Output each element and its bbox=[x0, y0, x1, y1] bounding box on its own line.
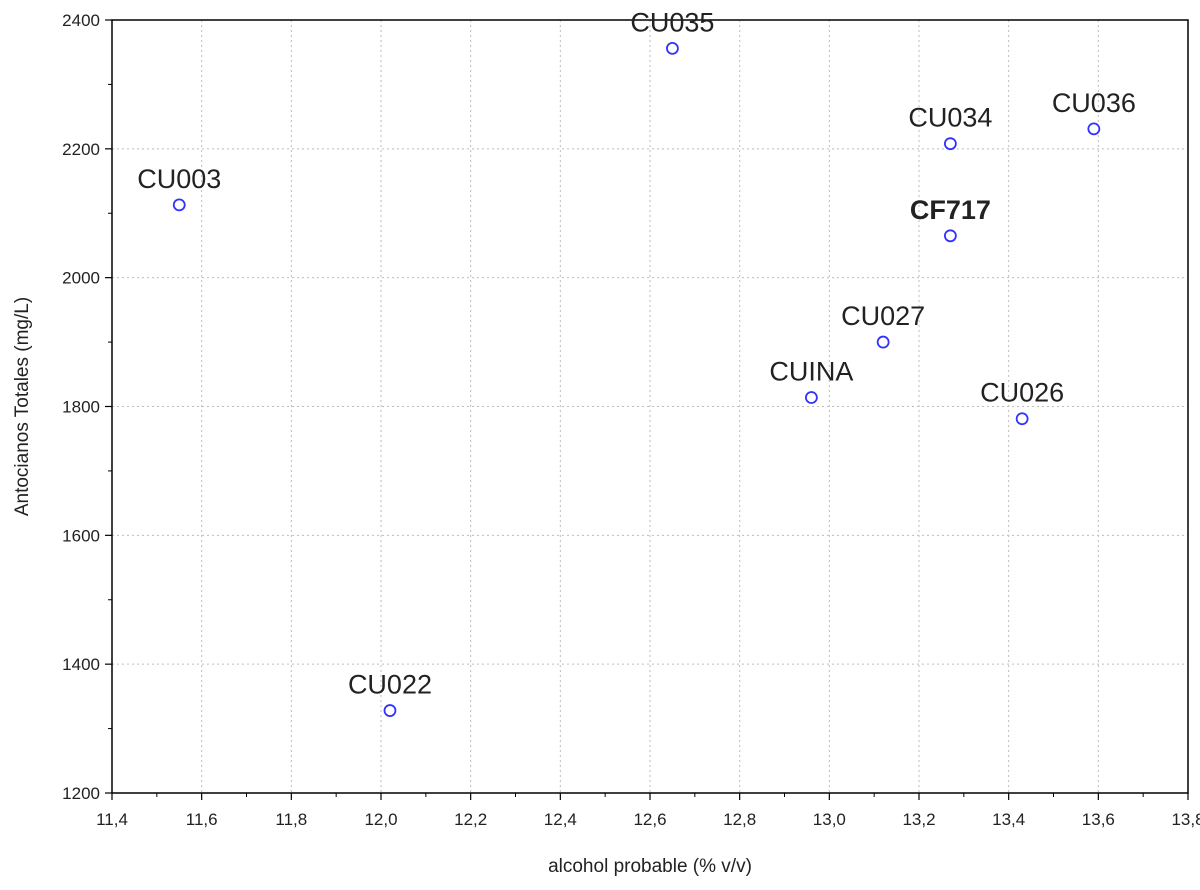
y-tick-label: 1200 bbox=[62, 784, 100, 803]
data-point-label: CU022 bbox=[348, 670, 432, 700]
x-tick-label: 13,6 bbox=[1082, 810, 1115, 829]
x-tick-label: 11,6 bbox=[186, 810, 218, 829]
axis-ticks: 11,4 11,6 11,8 12,0 12,2 12,4 12,6 12,8 13,0 13,2… bbox=[62, 11, 1200, 829]
data-point-label: CU027 bbox=[841, 301, 925, 331]
y-tick-label: 1600 bbox=[62, 526, 100, 545]
data-point-marker bbox=[805, 391, 818, 404]
x-tick-label: 12,2 bbox=[454, 810, 487, 829]
x-tick-label: 13,8 bbox=[1171, 810, 1200, 829]
data-point-label: CU035 bbox=[630, 7, 714, 37]
data-point-marker bbox=[172, 198, 186, 212]
x-tick-label: 12,8 bbox=[723, 810, 756, 829]
data-point-marker bbox=[666, 41, 679, 55]
x-tick-label: 13,0 bbox=[813, 810, 846, 829]
x-tick-label: 12,4 bbox=[544, 810, 577, 829]
data-point-marker bbox=[1087, 122, 1101, 136]
data-point-label: CF717 bbox=[910, 195, 991, 225]
x-tick-label: 12,6 bbox=[633, 810, 666, 829]
data-point-marker bbox=[876, 335, 890, 349]
data-point-label: CU036 bbox=[1052, 88, 1136, 118]
y-tick-label: 2200 bbox=[62, 140, 100, 159]
data-point-marker bbox=[383, 704, 397, 717]
data-point-marker bbox=[943, 229, 957, 243]
data-point-marker bbox=[943, 137, 957, 151]
data-point-label: CU003 bbox=[137, 164, 221, 194]
y-tick-label: 2000 bbox=[62, 269, 100, 288]
data-point-label: CU026 bbox=[980, 378, 1064, 408]
x-tick-label: 13,2 bbox=[902, 810, 935, 829]
x-tick-label: 11,8 bbox=[275, 810, 307, 829]
x-tick-label: 12,0 bbox=[364, 810, 397, 829]
y-tick-label: 1800 bbox=[62, 398, 100, 417]
y-tick-label: 2400 bbox=[62, 11, 100, 30]
x-axis-title: alcohol probable (% v/v) bbox=[548, 856, 752, 877]
x-tick-label: 11,4 bbox=[96, 810, 128, 829]
grid bbox=[112, 20, 1188, 793]
x-tick-label: 13,4 bbox=[992, 810, 1025, 829]
data-point-label: CUINA bbox=[769, 356, 853, 386]
y-axis-title: Antocianos Totales (mg/L) bbox=[12, 297, 33, 516]
data-point-marker bbox=[1015, 412, 1029, 426]
y-tick-label: 1400 bbox=[62, 655, 100, 674]
data-point-label: CU034 bbox=[908, 103, 992, 133]
data-points: CU003 CU022 CU035 CUINA CU027 CU034 CF717 CU026… bbox=[137, 7, 1136, 717]
